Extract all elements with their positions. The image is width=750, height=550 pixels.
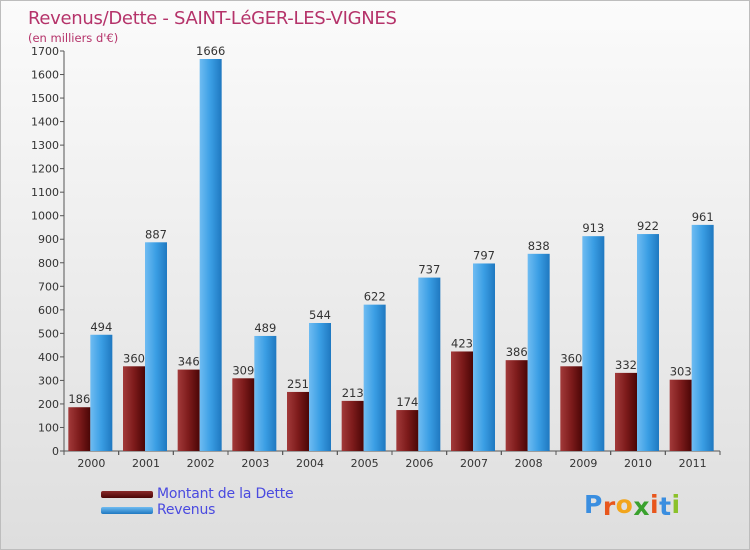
data-label-revenus: 544 [309,308,331,322]
legend-label-revenus: Revenus [157,502,216,518]
y-tick-label: 900 [38,233,59,246]
bar-revenus [363,304,386,451]
logo-letter: x [633,492,650,521]
bar-revenus [582,236,605,451]
x-tick-label: 2007 [460,457,488,470]
x-tick-label: 2005 [351,457,379,470]
data-label-debt: 386 [506,345,528,359]
y-tick-label: 300 [38,374,59,387]
data-label-revenus: 961 [692,210,714,224]
x-tick-label: 2008 [515,457,543,470]
data-label-revenus: 489 [254,321,276,335]
bar-debt [505,360,528,451]
x-tick-label: 2004 [296,457,324,470]
x-tick-label: 2001 [132,457,160,470]
data-label-debt: 251 [287,377,309,391]
bar-revenus [90,334,113,451]
chart-subtitle: (en milliers d'€) [28,31,119,45]
data-label-debt: 423 [451,336,473,350]
x-tick-label: 2006 [405,457,433,470]
data-label-revenus: 838 [528,239,550,253]
logo-letter: t [659,492,672,521]
y-tick-label: 100 [38,421,59,434]
bar-debt [669,379,692,451]
bar-revenus [254,335,277,451]
bar-revenus [691,224,714,451]
data-label-debt: 360 [123,351,145,365]
bar-debt [615,372,637,451]
bar-revenus [309,323,331,451]
proxiti-logo: Proxiti [584,490,681,521]
bar-revenus [527,253,550,451]
data-label-debt: 309 [232,363,254,377]
data-label-debt: 360 [560,351,582,365]
y-tick-label: 1600 [31,69,59,82]
data-label-revenus: 797 [473,248,495,262]
y-tick-label: 400 [38,351,59,364]
bar-debt [177,369,200,451]
bar-debt [451,351,473,451]
data-label-debt: 346 [178,355,200,369]
x-tick-label: 2003 [241,457,269,470]
bar-revenus [145,242,167,451]
y-tick-label: 1200 [31,163,59,176]
data-label-revenus: 737 [418,263,440,277]
bar-debt [123,366,145,451]
data-label-revenus: 922 [637,219,659,233]
bar-debt [396,410,419,451]
logo-letter: i [650,490,660,519]
y-tick-label: 1700 [31,45,59,58]
data-label-debt: 332 [615,358,637,372]
y-tick-label: 1100 [31,186,59,199]
data-label-debt: 213 [342,386,364,400]
y-tick-label: 1500 [31,92,59,105]
legend-swatch-debt [101,491,153,498]
data-label-revenus: 1666 [196,44,225,58]
bar-debt [68,407,91,451]
data-label-revenus: 622 [364,290,386,304]
legend-swatch-revenus [101,507,153,514]
x-tick-label: 2009 [569,457,597,470]
logo-letter: o [615,490,634,519]
x-tick-label: 2011 [679,457,707,470]
y-tick-label: 1300 [31,139,59,152]
y-tick-label: 600 [38,304,59,317]
bar-revenus [418,277,441,451]
chart-bars [68,59,714,451]
y-tick-label: 700 [38,280,59,293]
y-tick-label: 800 [38,257,59,270]
x-tick-label: 2002 [187,457,215,470]
legend-label-debt: Montant de la Dette [157,486,294,502]
logo-letter: r [602,492,616,521]
data-label-debt: 186 [68,392,90,406]
bar-debt [341,400,364,451]
chart-axes: 0 100 200 300 400 500 600 700 800 900 1000 1100 1200… [31,45,721,470]
data-label-revenus: 913 [582,221,604,235]
data-label-debt: 303 [670,365,692,379]
y-tick-label: 1000 [31,210,59,223]
chart-data-labels: 186 494 360 887 346 1666 309 489 251 544 213 622 174… [68,44,713,409]
y-tick-label: 0 [52,445,59,458]
bar-revenus [473,263,495,451]
bar-debt [560,366,583,451]
logo-letter: P [584,490,603,519]
y-tick-label: 200 [38,398,59,411]
y-tick-label: 1400 [31,116,59,129]
chart-title: Revenus/Dette - SAINT-LéGER-LES-VIGNES [28,8,397,29]
data-label-debt: 174 [396,395,418,409]
logo-letter: i [671,490,681,519]
bar-revenus [199,59,222,451]
bar-debt [287,391,309,451]
bar-revenus [637,234,659,451]
x-tick-label: 2000 [77,457,105,470]
y-tick-label: 500 [38,327,59,340]
data-label-revenus: 887 [145,227,167,241]
bar-debt [232,378,255,451]
x-tick-label: 2010 [624,457,652,470]
data-label-revenus: 494 [90,320,112,334]
